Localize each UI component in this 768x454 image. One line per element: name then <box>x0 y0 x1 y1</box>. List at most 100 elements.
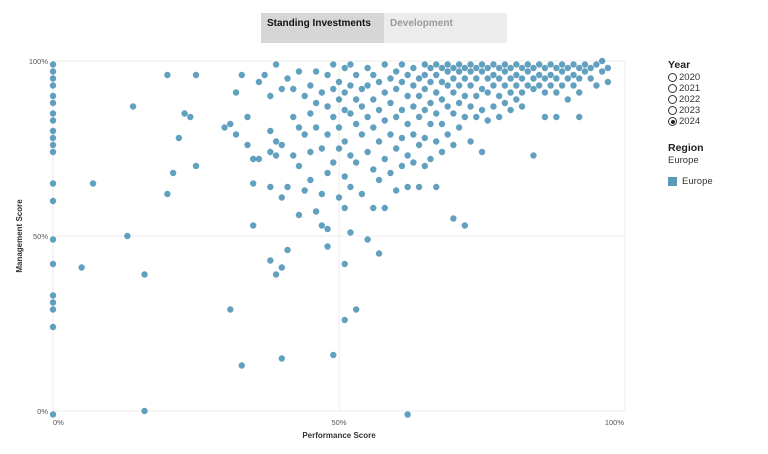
data-point[interactable] <box>261 71 268 79</box>
data-point[interactable] <box>495 64 503 72</box>
data-point[interactable] <box>278 85 285 93</box>
data-point[interactable] <box>490 103 497 110</box>
data-point[interactable] <box>438 96 446 103</box>
data-point[interactable] <box>301 187 308 194</box>
data-point[interactable] <box>347 152 354 159</box>
data-point[interactable] <box>244 141 251 149</box>
data-point[interactable] <box>352 159 360 166</box>
data-point[interactable] <box>370 166 377 173</box>
data-point[interactable] <box>587 64 594 72</box>
data-point[interactable] <box>513 71 520 79</box>
data-point[interactable] <box>473 64 480 72</box>
data-point[interactable] <box>404 120 411 128</box>
data-point[interactable] <box>461 222 469 229</box>
data-point[interactable] <box>318 222 326 229</box>
data-point[interactable] <box>398 162 406 170</box>
data-point[interactable] <box>501 61 509 68</box>
data-point[interactable] <box>347 229 354 236</box>
data-point[interactable] <box>604 64 612 72</box>
data-point[interactable] <box>341 64 348 72</box>
data-point[interactable] <box>530 64 537 72</box>
data-point[interactable] <box>410 103 417 110</box>
data-point[interactable] <box>49 197 57 205</box>
data-point[interactable] <box>570 82 577 89</box>
data-point[interactable] <box>547 82 554 89</box>
data-point[interactable] <box>541 89 549 96</box>
data-point[interactable] <box>278 194 285 201</box>
data-point[interactable] <box>352 306 360 313</box>
data-point[interactable] <box>570 71 577 79</box>
data-point[interactable] <box>244 113 251 121</box>
data-point[interactable] <box>49 141 57 149</box>
data-point[interactable] <box>318 89 326 96</box>
data-point[interactable] <box>467 68 474 75</box>
data-point[interactable] <box>341 260 348 268</box>
data-point[interactable] <box>433 110 440 117</box>
data-point[interactable] <box>495 75 503 82</box>
data-point[interactable] <box>530 152 537 159</box>
data-point[interactable] <box>301 131 308 138</box>
data-point[interactable] <box>484 64 491 72</box>
data-point[interactable] <box>415 92 423 100</box>
data-point[interactable] <box>393 68 400 75</box>
data-point[interactable] <box>169 169 177 177</box>
data-point[interactable] <box>187 113 194 121</box>
data-point[interactable] <box>404 411 411 418</box>
data-point[interactable] <box>398 61 406 68</box>
data-point[interactable] <box>393 85 400 93</box>
data-point[interactable] <box>352 96 360 103</box>
data-point[interactable] <box>341 106 348 114</box>
data-point[interactable] <box>478 85 486 93</box>
data-point[interactable] <box>387 169 394 177</box>
data-point[interactable] <box>547 61 554 68</box>
data-point[interactable] <box>598 68 606 75</box>
data-point[interactable] <box>558 61 566 68</box>
data-point[interactable] <box>381 89 388 96</box>
data-point[interactable] <box>364 113 371 121</box>
data-point[interactable] <box>352 120 360 128</box>
data-point[interactable] <box>347 61 354 68</box>
data-point[interactable] <box>404 92 411 100</box>
data-point[interactable] <box>450 141 457 149</box>
data-point[interactable] <box>478 148 486 156</box>
data-point[interactable] <box>415 75 423 82</box>
data-point[interactable] <box>324 103 331 110</box>
data-point[interactable] <box>290 85 297 93</box>
tab-development[interactable]: Development <box>384 13 507 43</box>
data-point[interactable] <box>410 64 417 72</box>
data-point[interactable] <box>221 124 228 131</box>
data-point[interactable] <box>307 82 314 89</box>
data-point[interactable] <box>375 106 383 114</box>
data-point[interactable] <box>267 257 274 264</box>
data-point[interactable] <box>375 176 383 184</box>
data-point[interactable] <box>536 82 543 89</box>
data-point[interactable] <box>433 61 440 68</box>
data-point[interactable] <box>513 96 520 103</box>
data-point[interactable] <box>49 411 57 418</box>
data-point[interactable] <box>341 316 348 324</box>
data-point[interactable] <box>576 64 583 72</box>
data-point[interactable] <box>335 194 343 201</box>
data-point[interactable] <box>433 183 440 191</box>
data-point[interactable] <box>587 75 594 82</box>
data-point[interactable] <box>318 190 326 198</box>
data-point[interactable] <box>272 138 280 145</box>
data-point[interactable] <box>455 68 463 75</box>
data-point[interactable] <box>490 61 497 68</box>
data-point[interactable] <box>444 61 451 68</box>
data-point[interactable] <box>381 117 388 124</box>
data-point[interactable] <box>358 190 366 198</box>
data-point[interactable] <box>238 71 245 79</box>
data-point[interactable] <box>192 162 200 170</box>
data-point[interactable] <box>490 71 497 79</box>
data-point[interactable] <box>330 351 337 359</box>
data-point[interactable] <box>295 162 303 170</box>
data-point[interactable] <box>564 64 571 72</box>
data-point[interactable] <box>232 89 240 96</box>
data-point[interactable] <box>278 141 285 149</box>
data-point[interactable] <box>461 75 469 82</box>
data-point[interactable] <box>576 75 583 82</box>
data-point[interactable] <box>467 103 474 110</box>
data-point[interactable] <box>581 68 589 75</box>
data-point[interactable] <box>141 271 148 278</box>
